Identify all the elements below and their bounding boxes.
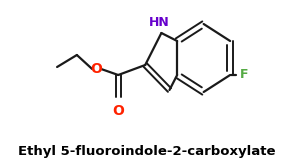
Text: O: O — [91, 62, 103, 76]
Text: Ethyl 5-fluoroindole-2-carboxylate: Ethyl 5-fluoroindole-2-carboxylate — [18, 145, 276, 158]
Text: F: F — [240, 69, 249, 82]
Text: O: O — [112, 104, 124, 118]
Text: HN: HN — [149, 16, 170, 29]
